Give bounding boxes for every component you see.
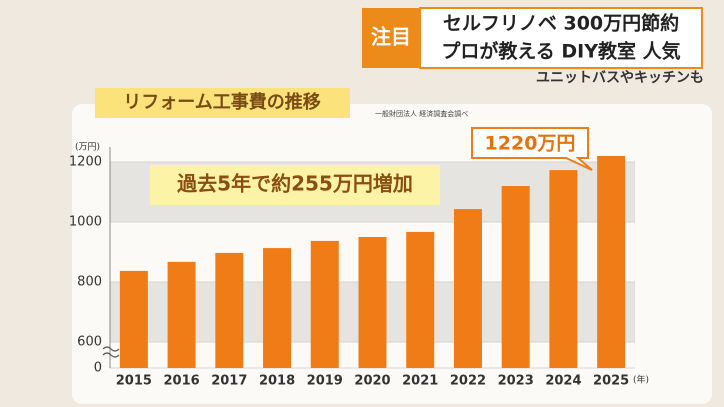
callout-box <box>471 127 593 171</box>
x-tick-label: 2023 <box>498 374 534 389</box>
headline-box <box>419 7 703 69</box>
y-unit: (万円) <box>75 142 100 153</box>
headline-2: プロが教える DIY教室 人気 <box>441 40 680 63</box>
x-tick-label: 2024 <box>545 374 581 389</box>
x-tick-label: 2017 <box>211 374 247 389</box>
x-tick-label: 2019 <box>307 374 343 389</box>
chart-title: リフォーム工事費の推移 <box>123 91 320 113</box>
bar <box>597 156 626 368</box>
bar <box>406 231 435 368</box>
y-tick-label: 1200 <box>69 155 102 170</box>
headline-1: セルフリノベ 300万円節約 <box>443 12 679 35</box>
annotation: 過去5年で約255万円増加 <box>177 172 413 196</box>
axis-break <box>102 346 120 358</box>
bar <box>453 209 482 368</box>
y-tick-label: 800 <box>77 275 102 290</box>
annotation-box <box>150 165 440 205</box>
bar <box>501 186 530 368</box>
x-tick-label: 2025 <box>593 374 629 389</box>
badge-box <box>362 8 420 68</box>
bar <box>119 270 148 368</box>
bar <box>358 237 387 368</box>
x-unit: (年) <box>633 374 649 386</box>
x-tick-label: 2022 <box>450 374 486 389</box>
y-tick-label: 1000 <box>69 215 102 230</box>
y-tick-label: 600 <box>77 335 102 350</box>
bar <box>549 170 578 368</box>
subtitle: ユニットバスやキッチンも <box>536 70 704 86</box>
y-tick-label: 0 <box>94 361 102 376</box>
badge: 注目 <box>371 25 411 49</box>
x-tick-label: 2020 <box>354 374 390 389</box>
bar <box>263 248 292 368</box>
x-tick-label: 2016 <box>163 374 199 389</box>
bar <box>167 261 196 368</box>
x-tick-label: 2015 <box>116 374 152 389</box>
x-tick-label: 2018 <box>259 374 295 389</box>
source: 一般財団法人 経済調査会調べ <box>375 109 468 118</box>
x-tick-label: 2021 <box>402 374 438 389</box>
value-label: 1220万円 <box>485 133 576 155</box>
title-banner <box>95 88 350 118</box>
bar <box>310 240 339 368</box>
bar <box>215 252 244 368</box>
